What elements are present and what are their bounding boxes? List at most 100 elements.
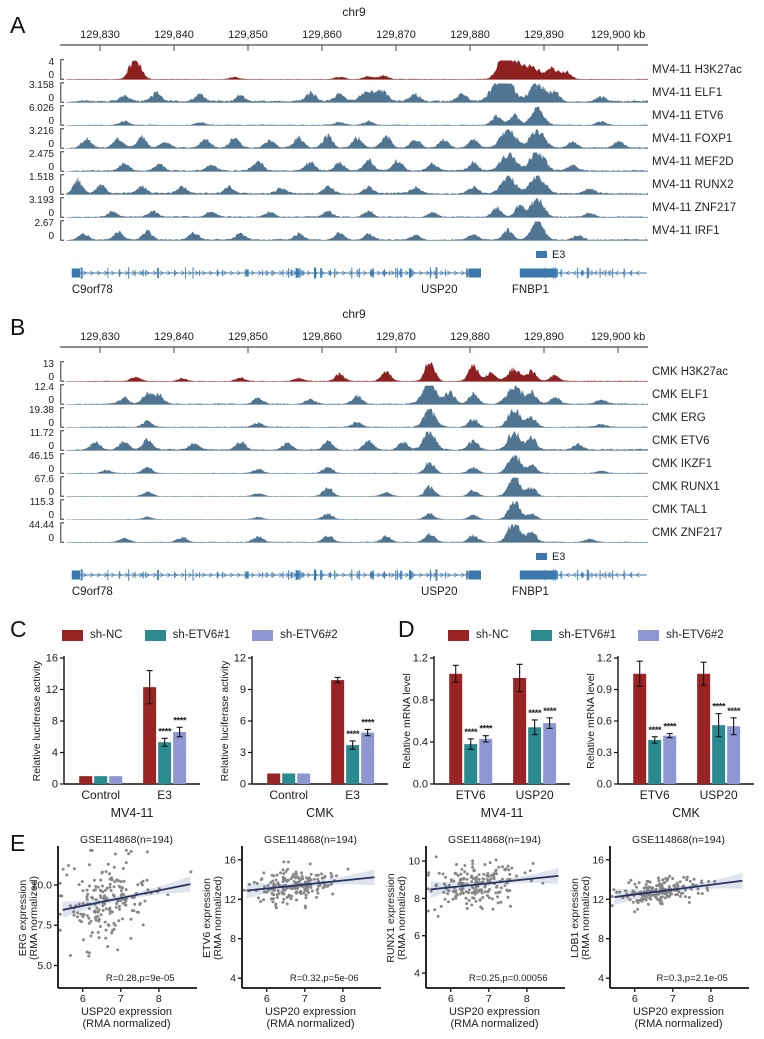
track-scale: 3.193 0: [0, 196, 54, 219]
strand-chevron-icon: [82, 270, 88, 276]
scale-bracket: [60, 105, 64, 126]
scatter-point: [291, 874, 295, 878]
scatter-point: [483, 863, 487, 866]
scatter-point: [486, 894, 489, 898]
strand-chevron-icon: [257, 572, 263, 578]
exon-tick: [80, 267, 83, 279]
ruler-tick-label: 129,890: [524, 331, 564, 343]
scatter-point: [145, 878, 149, 882]
scatter-point: [106, 862, 110, 866]
track-scale: 3.216 0: [0, 126, 54, 150]
exon-tick: [107, 570, 109, 580]
scatter-point: [483, 885, 487, 889]
scatter-point: [117, 907, 121, 911]
scatter-point: [90, 895, 94, 899]
scatter-point: [705, 886, 709, 890]
scatter-point: [464, 896, 468, 900]
scatter-point: [610, 895, 614, 898]
exon-tick: [586, 569, 589, 581]
scatter-point: [460, 867, 464, 871]
exon-tick: [612, 268, 614, 278]
scatter-point: [678, 880, 682, 884]
scatter-point: [95, 906, 99, 910]
exon-tick: [156, 569, 160, 581]
exon-tick: [465, 268, 469, 278]
legend-item: sh-ETV6#2: [252, 629, 338, 641]
exon-tick: [329, 269, 332, 277]
scatter-point: [644, 895, 648, 899]
scatter-point: [81, 938, 85, 942]
scatter-point: [122, 879, 126, 883]
scatter-point: [329, 875, 333, 879]
y-tick-label: 8: [52, 716, 58, 728]
scatter-point: [307, 876, 311, 880]
strand-chevron-icon: [271, 572, 277, 578]
scale-bracket: [60, 499, 64, 520]
exon-tick: [400, 268, 403, 278]
track-plot: [60, 59, 648, 80]
legend-swatch: [144, 629, 166, 641]
significance-label: ****: [712, 702, 726, 713]
track-ymin: 0: [48, 208, 54, 219]
scatter-point: [677, 890, 681, 894]
track-scale: 67.6 0: [0, 475, 54, 498]
y-axis-label-line2: (RMA normalized): [580, 876, 592, 960]
track-label: CMK ELF1: [652, 388, 709, 401]
scatter-point: [94, 917, 98, 921]
legend-swatch: [638, 629, 660, 641]
scatter-point: [304, 893, 308, 897]
track-ymax: 13: [42, 359, 54, 370]
scatter-point: [85, 895, 89, 899]
scatter-point: [99, 878, 103, 882]
exon-tick: [555, 569, 557, 581]
scatter-point: [612, 888, 616, 892]
track-ymin: 0: [48, 533, 54, 544]
scatter-point: [276, 889, 280, 893]
track-row: 6.026 0 MV4-11 ETV6: [0, 104, 764, 127]
track-scale: 13 0: [0, 359, 54, 383]
scatter-point: [482, 877, 486, 881]
scatter-point: [668, 874, 672, 878]
scatter-point: [103, 889, 107, 892]
scatter-point: [277, 892, 281, 896]
scatter-point: [124, 888, 128, 892]
signal-area: [66, 408, 648, 428]
scatter-point: [118, 904, 121, 908]
group-label: USP20: [516, 788, 554, 802]
track-ymax: 3.216: [28, 126, 54, 137]
bar: [633, 673, 647, 784]
exon-tick: [271, 270, 273, 276]
scatter-point: [299, 892, 303, 896]
x-axis-label-line1: USP20 expression: [449, 1006, 540, 1018]
exon-tick: [303, 572, 305, 578]
exon-tick: [612, 570, 614, 580]
strand-chevron-icon: [334, 572, 340, 578]
scatter-point: [289, 897, 293, 901]
scatter-point: [68, 954, 72, 957]
signal-area: [66, 431, 648, 451]
scatter-point: [461, 881, 464, 885]
strand-chevron-icon: [96, 572, 102, 578]
y-axis-label-line1: ERG expression: [18, 880, 29, 957]
regression-line: [430, 874, 559, 891]
exon-tick: [581, 572, 584, 578]
scatter-point: [110, 876, 113, 880]
scatter-point: [108, 911, 112, 915]
legend-swatch: [530, 629, 552, 641]
scatter-point: [488, 861, 492, 865]
track-ymax: 115.3: [29, 497, 54, 508]
scatter-point: [505, 888, 509, 892]
strand-chevron-icon: [180, 270, 186, 276]
scatter-point: [94, 888, 97, 892]
scatter-point: [166, 893, 170, 897]
exon-tick: [591, 572, 593, 578]
exon-tick: [303, 270, 305, 276]
strand-chevron-icon: [306, 270, 312, 276]
scatter-point: [269, 897, 273, 901]
exon-tick: [295, 268, 298, 278]
strand-chevron-icon: [166, 270, 172, 276]
scatter-point: [426, 887, 430, 891]
scatter-point: [90, 931, 94, 935]
exon-tick: [581, 270, 584, 276]
